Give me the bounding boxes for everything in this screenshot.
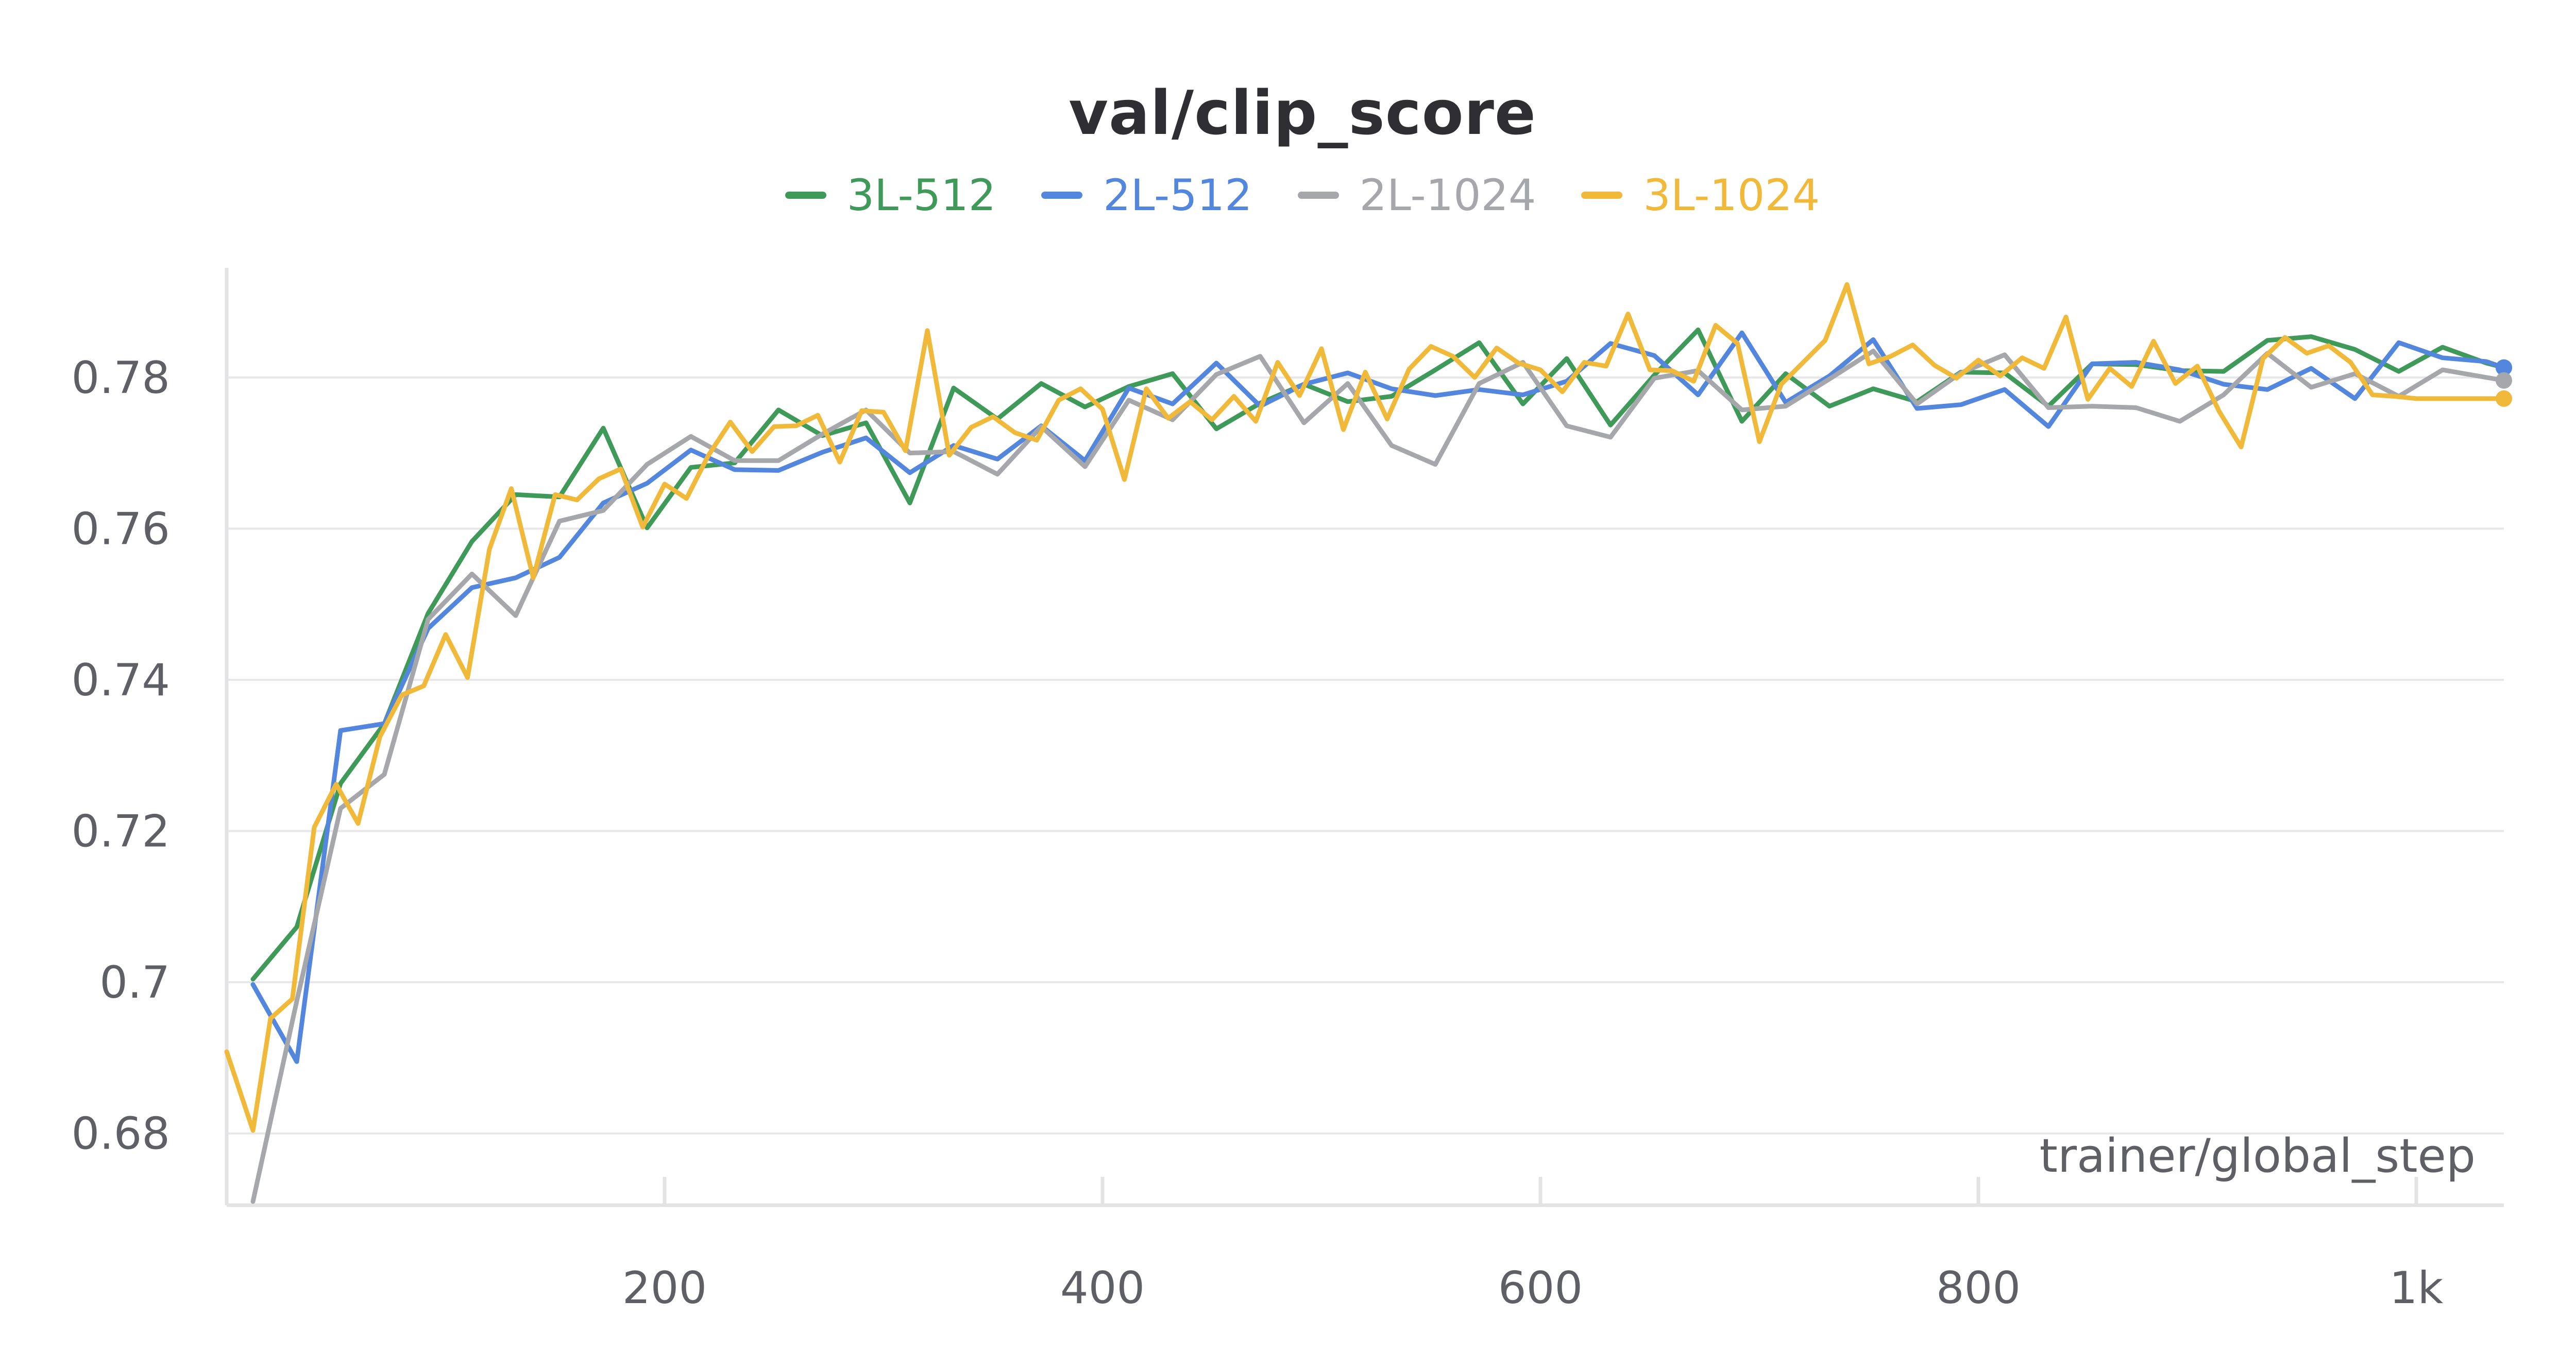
series-end-point-2l-512 — [2496, 359, 2512, 376]
legend-label: 2L-1024 — [1359, 170, 1536, 220]
y-tick-label: 0.76 — [72, 503, 170, 555]
y-tick-label: 0.72 — [72, 806, 170, 857]
x-tick-label: 1k — [2389, 1262, 2444, 1314]
series-end-point-2l-1024 — [2496, 372, 2512, 389]
series-line-2l-512 — [250, 330, 2506, 1064]
x-tick-label: 400 — [1060, 1262, 1145, 1314]
y-tick-label: 0.78 — [72, 352, 170, 404]
legend-swatch — [1581, 192, 1623, 199]
series-line-3l-1024 — [224, 282, 2506, 1133]
legend-item-3l-512: 3L-512 — [785, 170, 996, 220]
chart-title: val/clip_score — [1069, 77, 1536, 148]
legend-swatch — [785, 192, 826, 199]
legend-item-2l-1024: 2L-1024 — [1297, 170, 1536, 220]
series-end-point-3l-1024 — [2496, 390, 2512, 407]
legend-swatch — [1041, 192, 1083, 199]
x-tick-label: 600 — [1498, 1262, 1583, 1314]
y-tick-label: 0.7 — [99, 957, 170, 1008]
legend-label: 3L-512 — [846, 170, 996, 220]
legend-swatch — [1297, 192, 1339, 199]
x-axis-title: trainer/global_step — [2040, 1129, 2476, 1183]
legend: 3L-512 2L-512 2L-1024 3L-1024 — [0, 170, 2576, 220]
legend-item-3l-1024: 3L-1024 — [1581, 170, 1820, 220]
legend-label: 2L-512 — [1103, 170, 1252, 220]
x-tick-label: 200 — [622, 1262, 707, 1314]
legend-item-2l-512: 2L-512 — [1041, 170, 1252, 220]
x-tick-label: 800 — [1936, 1262, 2021, 1314]
y-tick-label: 0.68 — [72, 1108, 170, 1160]
legend-label: 3L-1024 — [1643, 170, 1820, 220]
series-line-2l-1024 — [250, 349, 2506, 1204]
y-tick-label: 0.74 — [72, 655, 170, 706]
